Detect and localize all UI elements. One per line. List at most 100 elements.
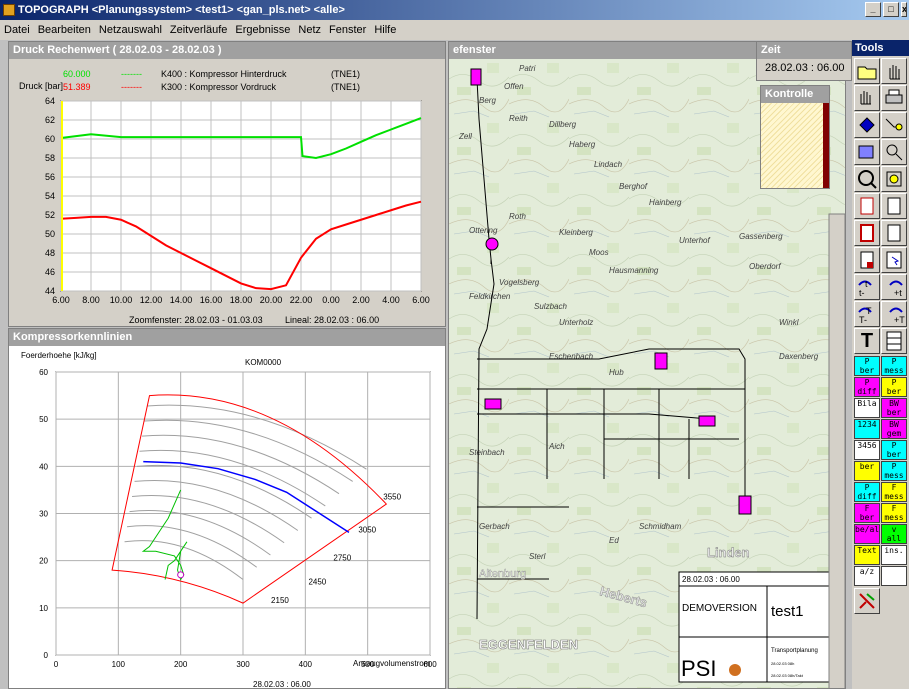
object-tool-20[interactable]: a/z [854,566,880,586]
time-big-minus-icon[interactable]: T T- [854,301,880,327]
object-tool-5[interactable]: BW ber [881,398,907,418]
object-tool-21[interactable] [881,566,907,586]
zeit-value: 28.02.03 : 06.00 [765,62,845,74]
menu-ergebnisse[interactable]: Ergebnisse [235,24,291,36]
object-tool-10[interactable]: ber [854,461,880,481]
pipeline-network [476,78,746,620]
kontrolle-bar [823,103,829,188]
page-left-icon[interactable] [854,193,880,219]
komp-ytick-label: 30 [39,510,48,519]
map-place-label: Hausmanning [609,266,659,275]
node-yellow-icon[interactable] [881,166,907,192]
network-tree-icon[interactable] [854,588,880,614]
close-button[interactable]: x [901,2,907,17]
object-tool-19[interactable]: ins. [881,545,907,565]
zoom-down-icon[interactable] [881,139,907,165]
time-big-plus-icon[interactable]: +T [881,301,907,327]
object-tool-6[interactable]: 1234 [854,419,880,439]
connect-node-icon[interactable] [881,112,907,138]
text-tool-button[interactable]: T [854,328,880,354]
map-canvas[interactable]: Patri Offen Berg Zell Reith Dillberg Haberg Lin… [449,59,845,689]
menu-datei[interactable]: Datei [4,24,30,36]
menu-zeitverlaeufe[interactable]: Zeitverläufe [169,24,228,36]
menu-netz[interactable]: Netz [298,24,322,36]
page-corner-icon[interactable] [854,247,880,273]
kontrolle-canvas [761,103,823,188]
page-blank-icon[interactable] [881,220,907,246]
kontrolle-panel-title[interactable]: Kontrolle [761,86,829,103]
druck-panel: Druck Rechenwert ( 28.02.03 - 28.02.03 )… [8,41,446,327]
page-right-icon[interactable] [881,193,907,219]
object-tool-top-label: Bila [857,399,877,408]
menu-hilfe[interactable]: Hilfe [374,24,397,36]
hand-pan-icon[interactable] [881,58,907,84]
time-plus-icon[interactable]: +t [881,274,907,300]
surge-envelope [111,394,388,604]
object-tool-top-label: F [891,483,897,492]
zeit-panel-title[interactable]: Zeit [757,42,851,59]
druck-xtick-label: 14.00 [170,295,193,305]
menu-netzauswahl[interactable]: Netzauswahl [98,24,162,36]
object-tool-16[interactable]: be/al [854,524,880,544]
object-tool-bottom-label: ber [859,462,875,471]
object-tool-bottom-label: gem [886,429,902,438]
speed-curve [141,434,340,495]
komp-ytick-label: 0 [44,651,49,660]
kompressor-panel-title[interactable]: Kompressorkennlinien [9,329,445,346]
map-vscroll[interactable] [828,213,845,689]
select-cursor-icon[interactable] [881,247,907,273]
station-4[interactable] [654,352,668,370]
object-tool-17[interactable]: v all [881,524,907,544]
object-tool-bottom-label: all [886,534,902,543]
map-place-label: Daxenberg [779,352,819,361]
komp-xtick-label: 400 [299,660,313,669]
map-place-label: Aich [548,442,565,451]
station-5[interactable] [698,415,716,427]
map-info-box: 28.02.03 : 06.00 DEMOVERSION test1 Trans… [678,571,830,683]
object-tool-top-label: P [891,462,897,471]
map-place-label: Ed [609,536,619,545]
print-icon[interactable] [881,85,907,111]
station-3[interactable] [484,398,502,410]
zoom-in-icon[interactable] [854,166,880,192]
map-panel-title[interactable]: efenster [449,42,845,59]
speed-label: 3050 [358,525,376,534]
station-1[interactable] [470,68,482,86]
object-tool-18[interactable]: Text [854,545,880,565]
map-place-label: Schmidham [639,522,682,531]
druck-panel-title[interactable]: Druck Rechenwert ( 28.02.03 - 28.02.03 ) [9,42,445,59]
map-place-label: Eschenbach [549,352,594,361]
station-2[interactable] [485,237,499,251]
time-minus-icon[interactable]: t t- [854,274,880,300]
station-6[interactable] [738,495,752,515]
maximize-button[interactable]: □ [883,2,899,17]
fill-bucket-icon[interactable] [854,112,880,138]
object-tool-8[interactable]: 3456 [854,440,880,460]
page-red-icon[interactable] [854,220,880,246]
speed-curve [131,495,285,544]
object-tool-7[interactable]: BW gem [881,419,907,439]
komp-xlabel: Ansaugvolumenstrom [353,659,431,668]
druck-footer-zoom: Zoomfenster: 28.02.03 - 01.03.03 [129,315,263,325]
menu-bearbeiten[interactable]: Bearbeiten [37,24,91,36]
hand-pan-multi-icon[interactable] [854,85,880,111]
map-info-case: test1 [771,603,804,620]
table-layout-icon[interactable] [881,328,907,354]
layer-select-icon[interactable] [854,139,880,165]
object-tool-4[interactable]: Bila [854,398,880,418]
open-folder-icon[interactable] [854,58,880,84]
menu-fenster[interactable]: Fenster [329,24,367,36]
object-tool-bottom-label: mess [884,471,904,480]
minimize-button[interactable]: _ [865,2,881,17]
